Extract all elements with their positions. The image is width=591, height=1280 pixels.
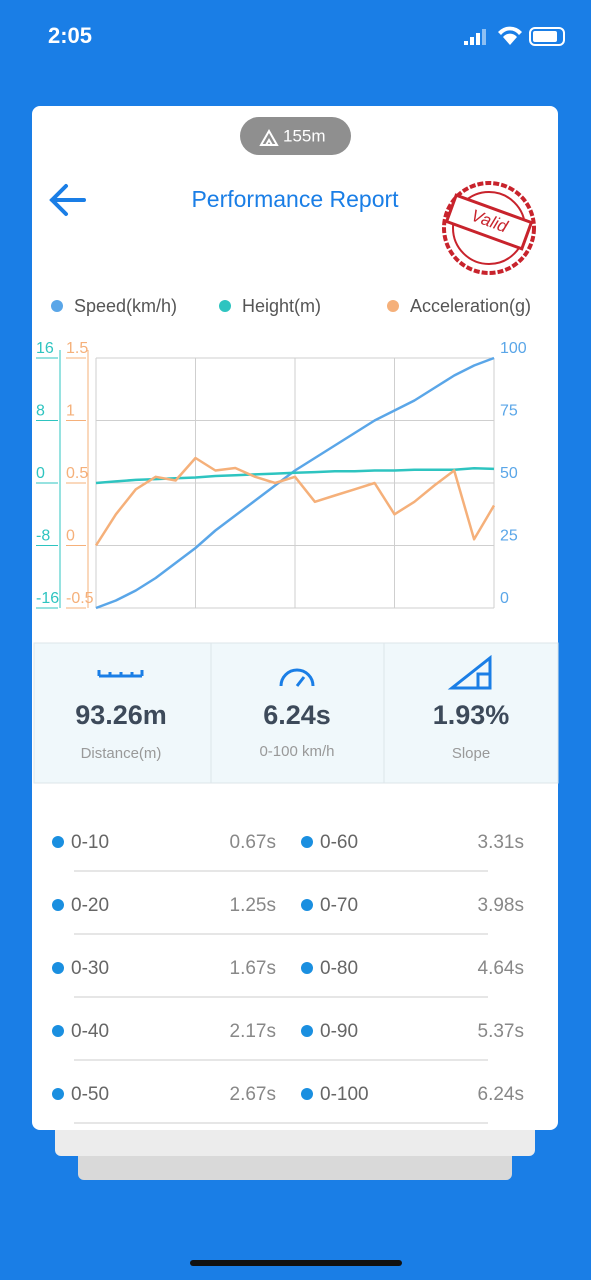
page-title: Performance Report (191, 186, 399, 212)
split-time: 6.24s (478, 1084, 524, 1105)
y-tick-label: 0 (36, 465, 45, 482)
split-dot (52, 962, 64, 974)
y-tick-label: 1.5 (66, 340, 88, 357)
chart: 16 8 0 -8 -16 1.5 1 0.5 0 -0.5 100 75 50 25 0 Speed(km/… (36, 296, 531, 610)
y-tick-label: 8 (36, 403, 45, 420)
stat-value: 93.26m (75, 700, 167, 730)
split-dot (301, 1088, 313, 1100)
split-range: 0-60 (320, 832, 358, 853)
card (32, 106, 558, 1130)
split-range: 0-30 (71, 958, 109, 979)
split-range: 0-80 (320, 958, 358, 979)
y-tick-label: -8 (36, 528, 50, 545)
y-tick-label: 0 (500, 590, 509, 607)
stat-value: 1.93% (433, 700, 510, 730)
split-dot (52, 899, 64, 911)
valid-stamp: Valid (442, 181, 536, 275)
split-dot (52, 1088, 64, 1100)
legend-marker (387, 300, 399, 312)
split-time: 0.67s (230, 832, 276, 853)
stat-label: Distance(m) (81, 745, 162, 762)
split-dot (52, 836, 64, 848)
split-range: 0-40 (71, 1021, 109, 1042)
stat-label: 0-100 km/h (259, 743, 334, 760)
stat-value: 6.24s (263, 700, 331, 730)
split-time: 3.98s (478, 895, 524, 916)
y-tick-label: 0.5 (66, 465, 88, 482)
split-time: 3.31s (478, 832, 524, 853)
split-time: 1.25s (230, 895, 276, 916)
legend-marker (219, 300, 231, 312)
split-time: 2.17s (230, 1021, 276, 1042)
y-tick-label: -16 (36, 590, 59, 607)
y-tick-label: 50 (500, 465, 518, 482)
legend-label: Speed(km/h) (74, 296, 177, 316)
y-tick-label: 100 (500, 340, 527, 357)
split-range: 0-90 (320, 1021, 358, 1042)
splits: 0-10 0.67s 0-20 1.25s 0-30 1.67s 0-40 2.17s 0-50… (52, 832, 524, 1124)
split-time: 4.64s (478, 958, 524, 979)
status-icons (464, 26, 565, 46)
split-range: 0-50 (71, 1084, 109, 1105)
ruler-icon (97, 670, 144, 678)
series-line (95, 356, 495, 610)
mountain-icon (259, 128, 279, 146)
altitude: 155m (283, 126, 326, 145)
split-time: 5.37s (478, 1021, 524, 1042)
gauge-icon (279, 668, 315, 687)
y-tick-label: 1 (66, 403, 75, 420)
legend-label: Acceleration(g) (410, 296, 531, 316)
y-tick-label: 25 (500, 528, 518, 545)
split-time: 1.67s (230, 958, 276, 979)
stats-panel (33, 642, 559, 784)
stat-label: Slope (452, 745, 490, 762)
card-shadow (78, 1150, 512, 1180)
clock: 2:05 (48, 23, 92, 48)
y-tick-label: 16 (36, 340, 54, 357)
split-dot (52, 1025, 64, 1037)
split-range: 0-20 (71, 895, 109, 916)
series-line (94, 456, 496, 547)
split-range: 0-70 (320, 895, 358, 916)
split-dot (301, 836, 313, 848)
split-dot (301, 962, 313, 974)
slope-icon (447, 654, 492, 690)
split-dot (301, 1025, 313, 1037)
split-dot (301, 899, 313, 911)
legend-marker (51, 300, 63, 312)
split-range: 0-10 (71, 832, 109, 853)
back-button[interactable] (49, 184, 86, 216)
y-tick-label: -0.5 (66, 590, 94, 607)
y-tick-label: 0 (66, 528, 75, 545)
split-range: 0-100 (320, 1084, 369, 1105)
y-tick-label: 75 (500, 403, 518, 420)
stats: 93.26m Distance(m) 6.24s 0-100 km/h 1.93% Slo… (75, 700, 509, 762)
split-time: 2.67s (230, 1084, 276, 1105)
home-indicator (190, 1260, 402, 1266)
legend-label: Height(m) (242, 296, 321, 316)
